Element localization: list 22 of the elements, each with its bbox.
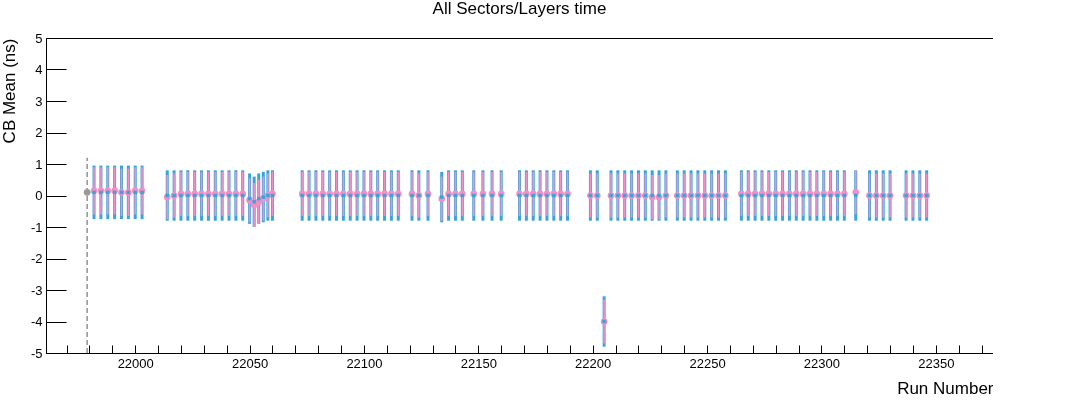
y-tick-label: 1 (35, 156, 43, 172)
x-tick-label: 22100 (346, 355, 383, 371)
x-axis-title: Run Number (897, 378, 994, 398)
x-tick-label: 22000 (117, 355, 154, 371)
chart-title: All Sectors/Layers time (432, 0, 607, 18)
y-tick-label: 5 (35, 30, 43, 46)
y-tick-label: -2 (30, 251, 43, 266)
y-tick-label: -3 (30, 282, 43, 298)
x-tick-label: 22050 (232, 355, 269, 371)
y-tick-label: 2 (35, 125, 43, 140)
y-tick-label: 4 (35, 62, 43, 77)
y-tick-label: -5 (30, 345, 43, 361)
x-tick-label: 22250 (689, 355, 726, 371)
y-tick-label: 3 (35, 93, 43, 109)
x-tick-label: 22200 (575, 355, 612, 371)
x-tick-label: 22150 (460, 355, 497, 371)
y-tick-label: -4 (30, 314, 43, 329)
x-tick-label: 22300 (803, 355, 841, 371)
y-tick-label: -1 (30, 219, 43, 235)
y-axis-title: CB Mean (ns) (0, 38, 19, 144)
x-tick-label: 22350 (918, 355, 955, 371)
y-tick-label: 0 (35, 188, 43, 203)
